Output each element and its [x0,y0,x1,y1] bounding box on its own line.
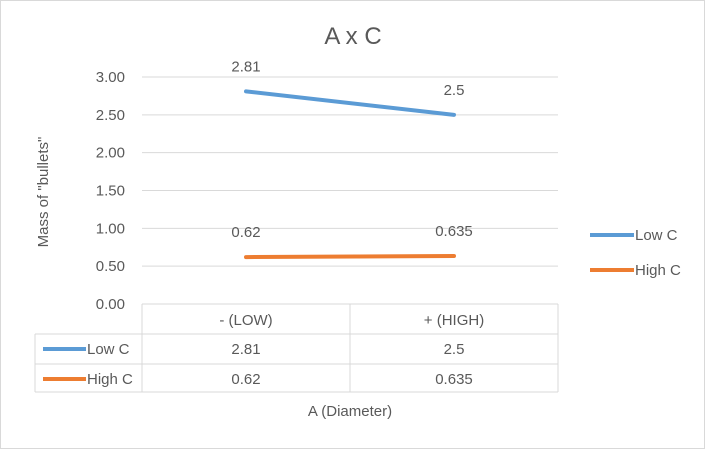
table-header-category: - (LOW) [219,312,272,329]
y-tick-label: 0.00 [96,296,125,313]
y-tick-label: 1.00 [96,220,125,237]
y-tick-label: 1.50 [96,183,125,200]
data-label: 2.5 [444,82,465,99]
data-label: 0.62 [231,224,260,241]
table-series-name: High C [87,371,133,388]
table-cell-value: 0.62 [231,371,260,388]
y-tick-label: 0.50 [96,258,125,275]
x-axis-label: A (Diameter) [308,403,392,420]
data-label: 2.81 [231,58,260,75]
legend-label: Low C [635,227,678,244]
y-tick-label: 2.50 [96,107,125,124]
table-cell-value: 2.81 [231,341,260,358]
data-table: - (LOW) + (HIGH) Low C 2.81 2.5 High C 0.62 0.6… [34,304,559,393]
legend: Low C High C [590,227,681,279]
series-lines [244,89,456,260]
legend-label: High C [635,262,681,279]
gridlines [142,76,558,305]
y-tick-label: 3.00 [96,69,125,86]
table-header-category: + (HIGH) [424,312,484,329]
y-axis-ticks: 0.00 0.50 1.00 1.50 2.00 2.50 3.00 [96,69,125,313]
table-cell-value: 0.635 [435,371,473,388]
y-tick-label: 2.00 [96,145,125,162]
chart-title: A x C [324,23,381,50]
data-labels: 2.81 2.5 0.62 0.635 [231,58,472,241]
y-axis-label: Mass of "bullets" [35,137,52,248]
series-line [244,89,456,117]
data-label: 0.635 [435,223,473,240]
table-series-name: Low C [87,341,130,358]
table-cell-value: 2.5 [444,341,465,358]
series-line [244,253,456,260]
